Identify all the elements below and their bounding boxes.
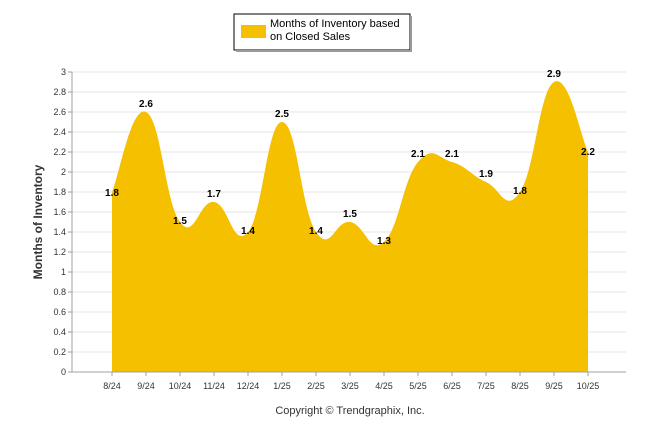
y-axis-title: Months of Inventory <box>31 164 45 279</box>
data-label: 1.8 <box>513 186 527 197</box>
y-tick-label: 1 <box>61 267 66 277</box>
x-tick-label: 9/24 <box>137 381 155 391</box>
data-label: 2.2 <box>581 147 595 158</box>
x-tick-label: 5/25 <box>409 381 427 391</box>
y-tick-label: 0.4 <box>53 327 66 337</box>
y-tick-label: 1.8 <box>53 187 66 197</box>
data-label: 2.1 <box>445 149 459 160</box>
x-tick-label: 8/25 <box>511 381 529 391</box>
y-tick-label: 1.2 <box>53 247 66 257</box>
y-tick-label: 1.4 <box>53 227 66 237</box>
area-series-fill <box>112 81 588 373</box>
y-tick-label: 2.6 <box>53 107 66 117</box>
y-tick-label: 3 <box>61 67 66 77</box>
legend: Months of Inventory based on Closed Sale… <box>233 13 412 52</box>
y-tick-label: 1.6 <box>53 207 66 217</box>
y-tick-label: 2.2 <box>53 147 66 157</box>
label-layer: 1.8 2.6 1.5 1.7 1.4 2.5 1.4 1.5 1.3 2.1 2.1 1.9 1.8 2… <box>105 69 595 247</box>
x-tick-label: 12/24 <box>237 381 260 391</box>
legend-box-shadow-bottom <box>236 50 412 52</box>
y-tick-label: 2.4 <box>53 127 66 137</box>
x-tick-label: 9/25 <box>545 381 563 391</box>
y-tick-label: 0.2 <box>53 347 66 357</box>
y-tick-label: 2 <box>61 167 66 177</box>
legend-label-line1: Months of Inventory based <box>270 18 400 30</box>
y-tick-label: 0 <box>61 367 66 377</box>
data-label: 2.6 <box>139 99 153 110</box>
x-tick-label: 10/25 <box>577 381 600 391</box>
data-label: 1.4 <box>309 226 323 237</box>
x-tick-label: 4/25 <box>375 381 393 391</box>
data-label: 1.5 <box>343 209 357 220</box>
x-tick-label: 3/25 <box>341 381 359 391</box>
legend-box-shadow-right <box>410 16 412 52</box>
legend-label-line2: on Closed Sales <box>270 31 351 43</box>
axis-layer: 0 0.2 0.4 0.6 0.8 1 1.2 1.4 1.6 1.8 2 2.2 2.4 2.6 2.8 3… <box>53 67 626 391</box>
x-tick-label: 6/25 <box>443 381 461 391</box>
x-tick-label: 11/24 <box>203 381 225 391</box>
data-label: 1.3 <box>377 236 391 247</box>
x-tick-label: 8/24 <box>103 381 121 391</box>
x-tick-label: 7/25 <box>477 381 495 391</box>
y-tick-label: 2.8 <box>53 87 66 97</box>
data-label: 2.9 <box>547 69 561 80</box>
area-layer <box>112 81 588 373</box>
copyright-text: Copyright © Trendgraphix, Inc. <box>275 405 424 417</box>
x-tick-label: 1/25 <box>273 381 291 391</box>
data-label: 1.9 <box>479 169 493 180</box>
x-tick-label: 2/25 <box>307 381 325 391</box>
data-label: 1.8 <box>105 188 119 199</box>
x-tick-label: 10/24 <box>169 381 192 391</box>
data-label: 1.4 <box>241 226 255 237</box>
data-label: 1.5 <box>173 216 187 227</box>
data-label: 2.5 <box>275 109 289 120</box>
legend-swatch <box>241 25 266 38</box>
data-label: 2.1 <box>411 149 425 160</box>
y-tick-label: 0.8 <box>53 287 66 297</box>
y-tick-label: 0.6 <box>53 307 66 317</box>
data-label: 1.7 <box>207 189 221 200</box>
